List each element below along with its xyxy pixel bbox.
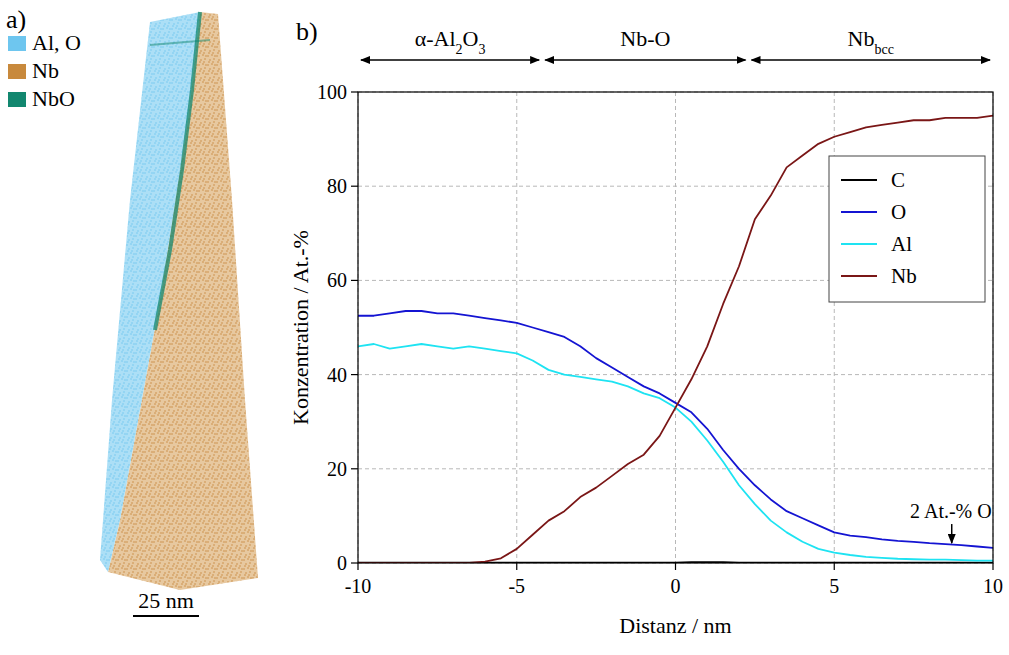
region-label-part: 3 [478,42,485,57]
legend-swatch [8,36,26,51]
legend-label: Nb [32,58,59,83]
plot-frame [358,92,993,563]
tick [992,563,993,570]
tick [351,374,358,375]
annotation-arrow [951,524,953,543]
series-line [358,311,993,548]
legend-box [829,156,985,302]
grid-line [675,92,676,563]
tick-label: -10 [345,575,372,597]
region-label-part: Nb [848,26,875,51]
legend-label: Nb [891,264,917,288]
grid-line [358,374,993,375]
scale-bar-label: 25 nm [138,588,194,613]
region-arrow [545,59,745,61]
reconstruction-alo [100,12,200,572]
legend-swatch [8,92,26,107]
region-label: Nb-O [620,26,670,51]
legend-line [841,243,877,245]
legend-swatch [8,64,26,79]
grid-line [516,92,517,563]
legend-label: NbO [32,86,75,111]
scale-bar [133,615,199,617]
tick-label: 40 [327,364,347,386]
panel-label: b) [296,17,318,46]
legend-line [841,275,877,277]
data-group [358,116,993,563]
tick-label: -5 [508,575,525,597]
region-label-part: 2 [456,42,463,57]
tick [516,563,517,570]
axis-title: Distanz / nm [619,613,731,638]
reconstruction-nbo [150,40,210,45]
tick [351,91,358,92]
legend-line [841,211,877,213]
tick-label: 60 [327,269,347,291]
tick-label: 5 [829,575,839,597]
tick [834,563,835,570]
region-arrow [361,59,539,61]
tick-label: 0 [671,575,681,597]
annotation: 2 At.-% O [910,500,992,522]
tick-label: 10 [983,575,1003,597]
tick [351,468,358,469]
grid-line [358,468,993,469]
tick [351,562,358,563]
region-arrow [752,59,990,61]
tick-label: 20 [327,458,347,480]
reconstruction-nbo [155,12,200,330]
series-line [358,116,993,563]
tick [357,563,358,570]
tick-label: 80 [327,175,347,197]
region-label-part: α-Al [415,26,456,51]
legend-label: Al, O [32,30,81,55]
legend-label: C [891,168,905,192]
legend-label: Al [891,232,912,256]
region-label: Nbbcc [848,26,894,57]
axis-title: Konzentration / At.-% [288,230,313,425]
tick [675,563,676,570]
region-label-part: bcc [874,42,893,57]
region-label-part: O [463,26,479,51]
tick-label: 100 [317,81,347,103]
series-line [358,344,993,561]
region-label-part: Nb-O [620,26,670,51]
tick [351,186,358,187]
tick [351,280,358,281]
legend-label: O [891,200,906,224]
region-label: α-Al2O3 [415,26,486,57]
legend-line [841,179,877,181]
figure: a)Al, ONbNbO25 nmb)-10-50510020406080100… [0,0,1009,655]
panel-label: a) [6,5,26,34]
tick-label: 0 [337,552,347,574]
